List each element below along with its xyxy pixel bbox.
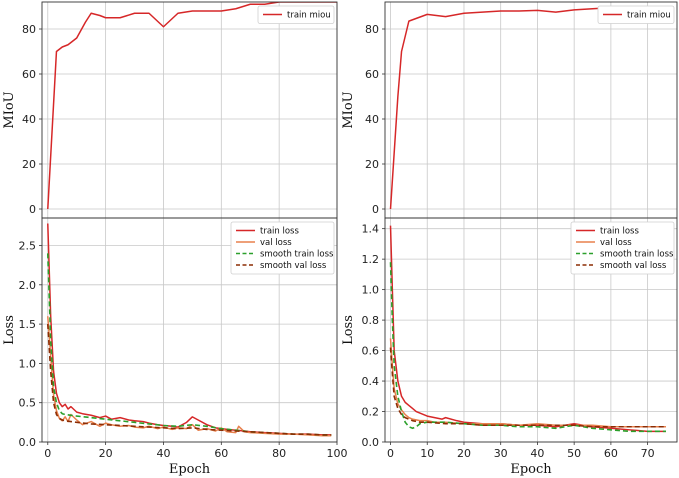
legend-box	[230, 221, 335, 275]
y-tick-label: 1.0	[19, 357, 37, 370]
chart-left-loss: 0.0 0.5 1.0 1.5 2.0 2.5 0 20 40 60 80 100 Loss Epoch t…	[2, 217, 348, 477]
y-tick-label: 40	[22, 113, 36, 126]
series-line-train-miou	[47, 2, 337, 210]
series-line-smooth-val-loss	[46, 324, 332, 436]
legend-label: train miou	[287, 11, 331, 21]
x-tick-label: 30	[494, 447, 508, 460]
x-tick-label: 40	[156, 447, 170, 460]
series-line-smooth-train-loss	[389, 262, 666, 433]
legend-label: val loss	[260, 238, 292, 248]
y-tick-label: 1.4	[362, 223, 380, 236]
x-axis-label: Epoch	[169, 462, 211, 477]
legend-label: smooth val loss	[260, 261, 327, 271]
y-axis-label: MIoU	[341, 91, 356, 128]
x-tick-label: 20	[99, 447, 113, 460]
plot-frame	[41, 1, 338, 219]
series-line-train-miou	[389, 6, 666, 210]
y-tick-label: 2.0	[19, 279, 37, 292]
plot-frame	[384, 217, 678, 443]
x-tick-label: 70	[641, 447, 655, 460]
x-tick-label: 80	[272, 447, 286, 460]
y-tick-label: 20	[22, 158, 36, 171]
x-tick-label: 0	[44, 447, 51, 460]
y-tick-label: 2.5	[19, 240, 37, 253]
legend-box	[257, 5, 335, 24]
x-tick-label: 50	[567, 447, 581, 460]
series-line-val-loss	[389, 338, 666, 428]
legend: train miou	[597, 5, 675, 24]
series-line-val-loss	[47, 316, 332, 437]
y-tick-label: 0	[372, 203, 379, 216]
x-tick-label: 0	[387, 447, 394, 460]
x-tick-label: 20	[457, 447, 471, 460]
x-tick-label: 60	[214, 447, 228, 460]
legend-label: val loss	[600, 238, 632, 248]
y-tick-label: 1.5	[19, 318, 37, 331]
x-tick-label: 60	[604, 447, 618, 460]
legend-box	[597, 5, 675, 24]
legend: train miou	[257, 5, 335, 24]
y-tick-label: 0.0	[19, 436, 37, 449]
series-line-smooth-val-loss	[389, 347, 666, 428]
y-tick-label: 0.4	[362, 375, 380, 388]
plot-frame	[41, 217, 338, 443]
chart-left-miou: 0 20 40 60 80 MIoU train miou	[2, 1, 338, 219]
y-tick-label: 0.8	[362, 314, 380, 327]
y-tick-label: 1.0	[362, 284, 380, 297]
legend-box	[570, 221, 675, 275]
y-tick-label: 40	[365, 113, 379, 126]
y-tick-label: 0.2	[362, 406, 380, 419]
y-axis-label: MIoU	[2, 91, 17, 128]
legend-label: smooth val loss	[600, 261, 667, 271]
y-tick-label: 1.2	[362, 253, 380, 266]
chart-right-loss: 0.0 0.2 0.4 0.6 0.8 1.0 1.2 1.4 0 10 20 30 40 50 60 70 L…	[341, 217, 678, 477]
x-tick-label: 10	[420, 447, 434, 460]
y-tick-label: 60	[22, 68, 36, 81]
x-tick-label: 100	[327, 447, 348, 460]
y-tick-label: 20	[365, 158, 379, 171]
legend-label: train miou	[627, 11, 671, 21]
legend-label: smooth train loss	[600, 250, 674, 260]
legend-label: smooth train loss	[260, 250, 334, 260]
y-tick-label: 0.6	[362, 345, 380, 358]
y-tick-label: 60	[365, 68, 379, 81]
y-tick-label: 0.0	[362, 436, 380, 449]
y-tick-label: 80	[365, 23, 379, 36]
series-line-smooth-train-loss	[46, 253, 332, 436]
y-tick-label: 80	[22, 23, 36, 36]
y-axis-label: Loss	[341, 315, 356, 345]
y-tick-label: 0.5	[19, 397, 37, 410]
plot-frame	[384, 1, 678, 219]
legend-label: train loss	[260, 227, 299, 237]
legend-label: train loss	[600, 227, 639, 237]
chart-right-miou: 0 20 40 60 80 MIoU train miou	[341, 1, 678, 219]
y-tick-label: 0	[29, 203, 36, 216]
x-axis-label: Epoch	[510, 462, 552, 477]
x-tick-label: 40	[530, 447, 544, 460]
y-axis-label: Loss	[2, 315, 17, 345]
